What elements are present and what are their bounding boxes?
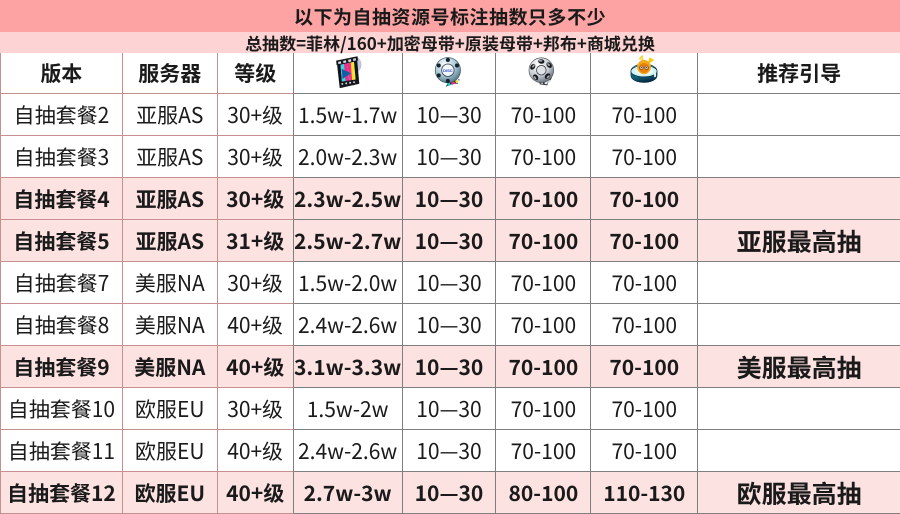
svg-text:DISC: DISC bbox=[443, 68, 453, 73]
